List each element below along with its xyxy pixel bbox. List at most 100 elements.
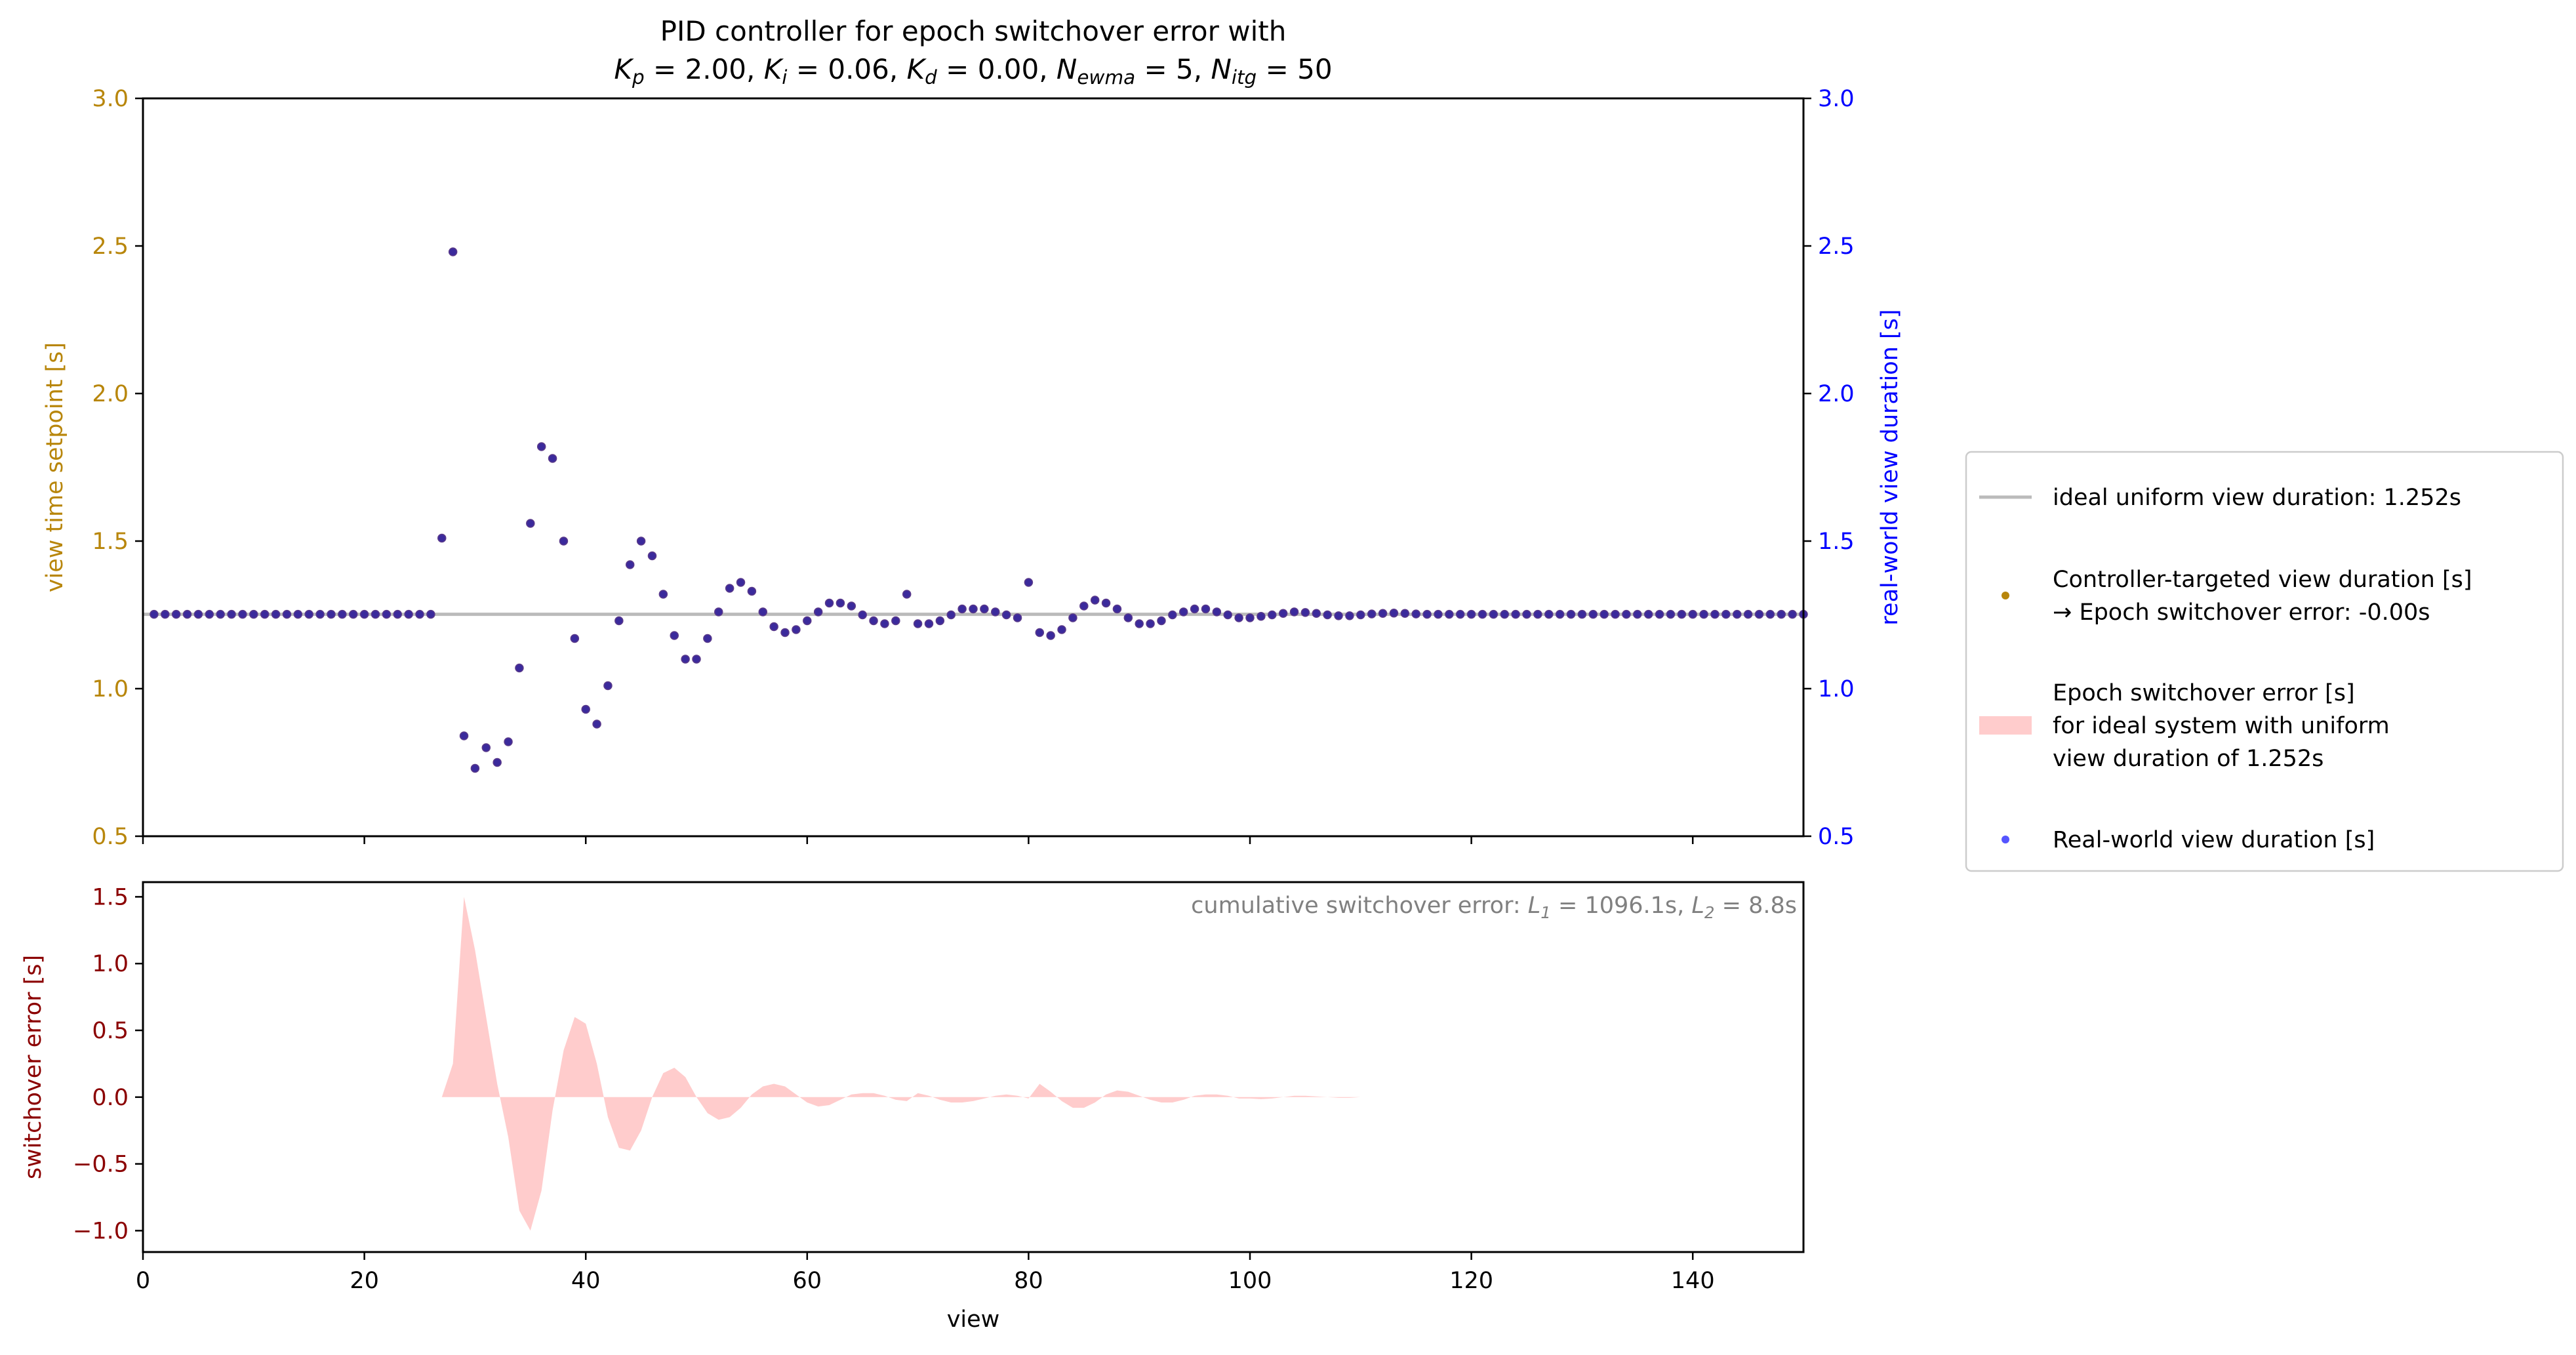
data-point (1588, 609, 1598, 619)
data-point (835, 598, 845, 608)
data-point (1600, 609, 1609, 619)
data-point (747, 586, 757, 596)
data-point (536, 442, 546, 451)
data-point (1234, 613, 1243, 622)
data-point (1268, 610, 1277, 620)
error-area (441, 897, 1582, 1231)
data-point (359, 609, 369, 619)
data-point (515, 663, 524, 673)
data-point (1123, 613, 1133, 622)
data-point (1622, 609, 1631, 619)
y-axis-label-left: view time setpoint [s] (42, 342, 68, 592)
data-point (813, 607, 823, 617)
legend: ideal uniform view duration: 1.252s Contr… (1965, 451, 2564, 872)
data-point (1157, 616, 1166, 626)
data-point (803, 616, 812, 626)
legend-item: Real-world view duration [s] (2002, 827, 2375, 853)
data-point (647, 551, 657, 561)
separator: , (746, 53, 764, 85)
data-point (780, 628, 790, 637)
data-point (150, 609, 159, 619)
math-subscript: p (632, 66, 645, 89)
data-point (603, 681, 613, 691)
data-point (1489, 609, 1499, 619)
y-tick-label-left: 2.0 (92, 381, 129, 407)
data-point (238, 609, 247, 619)
data-point (1057, 625, 1066, 634)
legend-item: Controller-targeted view duration [s] → E… (2002, 567, 2472, 626)
data-point (271, 609, 281, 619)
data-point (670, 631, 679, 640)
data-point (1112, 604, 1122, 614)
data-point (1765, 609, 1775, 619)
data-point (1013, 613, 1022, 622)
legend-patch-icon (1979, 716, 2032, 735)
legend-label: Epoch switchover error [s] (2053, 680, 2355, 706)
data-point (980, 604, 989, 614)
data-point (969, 604, 978, 614)
data-point (1068, 613, 1077, 622)
data-point (714, 607, 723, 617)
legend-label: view duration of 1.252s (2053, 746, 2324, 772)
y-tick-label: −0.5 (73, 1152, 129, 1178)
data-point (1356, 610, 1365, 620)
y-tick-label: 0.5 (92, 1018, 129, 1044)
y-tick-label-right: 1.0 (1818, 676, 1855, 702)
data-point (1212, 607, 1222, 617)
y-tick-label-right: 2.0 (1818, 381, 1855, 407)
data-point (824, 598, 834, 608)
legend-label: ideal uniform view duration: 1.252s (2053, 485, 2461, 511)
data-point (902, 590, 912, 599)
data-point (348, 609, 358, 619)
data-point (913, 619, 923, 628)
y-tick-label-left: 3.0 (92, 86, 129, 112)
data-point (1777, 609, 1786, 619)
data-point (205, 609, 214, 619)
data-point (1090, 596, 1100, 605)
annotation-prefix: cumulative switchover error: (1191, 893, 1528, 919)
data-point (1544, 609, 1554, 619)
legend-item: ideal uniform view duration: 1.252s (1979, 485, 2461, 511)
data-point (1500, 609, 1509, 619)
data-point (614, 616, 624, 626)
legend-dot-icon (2002, 592, 2009, 599)
data-point (1312, 609, 1321, 618)
data-point (1300, 608, 1310, 617)
data-point (1367, 609, 1377, 618)
data-point (559, 536, 569, 546)
math-symbol: L (1691, 893, 1704, 919)
data-point (792, 625, 801, 634)
data-point (1478, 609, 1487, 619)
title-line-1: PID controller for epoch switchover erro… (660, 15, 1287, 47)
data-point (692, 655, 701, 664)
data-point (1445, 609, 1454, 619)
data-point (1577, 609, 1587, 619)
data-point (459, 731, 469, 740)
data-point (1511, 609, 1520, 619)
math-symbol: K (907, 53, 927, 85)
data-point (769, 622, 778, 632)
data-point (946, 610, 956, 620)
data-point (437, 533, 447, 543)
data-point (1710, 609, 1720, 619)
legend-item: Epoch switchover error [s] for ideal syst… (1979, 680, 2390, 772)
data-point (382, 609, 392, 619)
data-point (924, 619, 934, 628)
data-point (193, 609, 203, 619)
y-tick-label-left: 0.5 (92, 824, 129, 850)
data-point (1400, 609, 1410, 618)
data-point (581, 704, 590, 714)
data-point (1688, 609, 1697, 619)
data-point (315, 609, 325, 619)
x-tick-label: 40 (571, 1268, 601, 1294)
legend-label: for ideal system with uniform (2053, 713, 2390, 739)
data-point (182, 609, 192, 619)
data-point (1466, 609, 1476, 619)
data-point (1201, 604, 1211, 614)
y-axis-label-right: real-world view duration [s] (1877, 309, 1903, 625)
math-subscript: i (782, 66, 788, 89)
separator: , (1039, 53, 1057, 85)
y-tick-label-right: 0.5 (1818, 824, 1855, 850)
data-point (338, 609, 347, 619)
